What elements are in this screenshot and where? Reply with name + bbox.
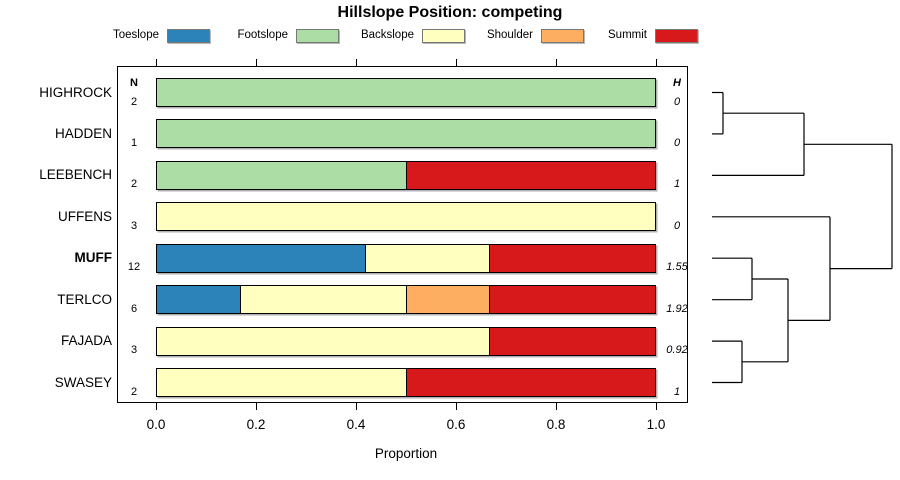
row-label-highrock: HIGHROCK — [39, 84, 112, 100]
bar-segment-footslope — [157, 79, 655, 106]
bar-segment-backslope — [364, 244, 490, 272]
x-tick-label: 0.4 — [346, 417, 366, 432]
x-tick-bottom — [556, 403, 558, 410]
x-tick-label: 0.8 — [546, 417, 566, 432]
x-tick-top — [556, 59, 558, 66]
x-tick-label: 1.0 — [646, 417, 666, 432]
bar-segment-backslope — [157, 203, 655, 231]
n-value-uffens: 3 — [130, 219, 138, 232]
bar-segment-footslope — [157, 161, 406, 189]
h-value-leebench: 1 — [673, 178, 681, 191]
x-tick-label: 0.2 — [246, 417, 266, 432]
h-column-header: H — [673, 77, 681, 89]
legend-label-toeslope: Toeslope — [112, 29, 159, 41]
row-label-leebench: LEEBENCH — [39, 167, 112, 183]
legend-label-footslope: Footslope — [237, 29, 288, 41]
stacked-bar-highrock — [156, 78, 656, 107]
stacked-bar-terlco — [156, 285, 656, 315]
x-tick-top — [256, 59, 258, 66]
x-tick-bottom — [256, 403, 258, 410]
n-column-header: N — [130, 77, 138, 89]
stacked-bar-hadden — [156, 119, 656, 149]
bar-segment-toeslope — [157, 244, 365, 272]
legend-swatch-footslope — [296, 29, 339, 43]
row-label-swasey: SWASEY — [54, 374, 112, 390]
stacked-bar-uffens — [156, 202, 656, 232]
row-label-uffens: UFFENS — [58, 208, 112, 224]
h-value-terlco: 1.92 — [666, 302, 688, 315]
row-label-muff: MUFF — [74, 250, 113, 266]
bar-segment-backslope — [157, 369, 406, 396]
h-value-muff: 1.55 — [666, 261, 688, 274]
x-tick-label: 0.0 — [146, 417, 166, 432]
legend-swatch-backslope — [422, 29, 465, 43]
n-value-terlco: 6 — [130, 302, 138, 315]
bar-segment-backslope — [157, 327, 490, 355]
x-tick-bottom — [356, 403, 358, 410]
row-label-terlco: TERLCO — [57, 291, 112, 307]
x-axis-label: Proportion — [374, 446, 438, 461]
legend-label-shoulder: Shoulder — [486, 29, 533, 41]
bar-segment-shoulder — [405, 286, 489, 314]
bar-segment-summit — [489, 286, 655, 314]
legend-swatch-shoulder — [541, 29, 584, 43]
h-value-hadden: 0 — [673, 136, 681, 149]
bar-segment-summit — [489, 244, 655, 272]
legend-swatch-summit — [655, 29, 698, 43]
bar-segment-summit — [489, 327, 655, 355]
x-tick-top — [156, 59, 158, 66]
n-value-hadden: 1 — [130, 136, 138, 149]
bar-segment-backslope — [240, 286, 406, 314]
bar-segment-footslope — [157, 120, 655, 148]
legend-label-summit: Summit — [608, 29, 647, 41]
stacked-bar-fajada — [156, 326, 656, 356]
n-value-highrock: 2 — [130, 95, 138, 108]
x-tick-label: 0.6 — [446, 417, 466, 432]
x-tick-bottom — [456, 403, 458, 410]
x-tick-bottom — [156, 403, 158, 410]
stacked-bar-swasey — [156, 368, 656, 397]
bar-segment-summit — [406, 369, 655, 396]
x-tick-top — [656, 59, 658, 66]
bar-segment-summit — [406, 161, 655, 189]
h-value-swasey: 1 — [673, 385, 681, 398]
h-value-highrock: 0 — [673, 95, 681, 108]
n-value-fajada: 3 — [130, 344, 138, 357]
x-tick-top — [356, 59, 358, 66]
x-tick-top — [456, 59, 458, 66]
n-value-swasey: 2 — [130, 385, 138, 398]
legend-swatch-toeslope — [167, 29, 210, 43]
stacked-bar-muff — [156, 243, 656, 273]
x-tick-bottom — [656, 403, 658, 410]
h-value-fajada: 0.92 — [666, 344, 688, 357]
h-value-uffens: 0 — [673, 219, 681, 232]
legend-label-backslope: Backslope — [360, 29, 414, 41]
bar-segment-toeslope — [157, 286, 241, 314]
chart-title: Hillslope Position: competing — [337, 4, 563, 21]
n-value-muff: 12 — [127, 261, 141, 274]
row-label-fajada: FAJADA — [60, 333, 112, 349]
row-label-hadden: HADDEN — [54, 125, 112, 141]
stacked-bar-leebench — [156, 160, 656, 190]
n-value-leebench: 2 — [130, 178, 138, 191]
